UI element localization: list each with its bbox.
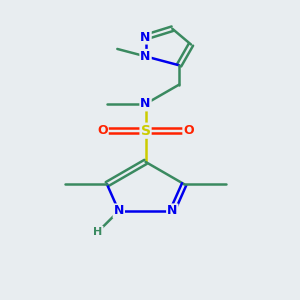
Text: N: N [167,204,178,218]
Text: N: N [140,31,151,44]
Text: H: H [93,227,103,237]
Text: O: O [97,124,108,137]
Text: N: N [140,98,151,110]
Text: O: O [183,124,194,137]
Text: N: N [140,50,151,63]
Text: N: N [114,204,124,218]
Text: S: S [140,124,151,138]
